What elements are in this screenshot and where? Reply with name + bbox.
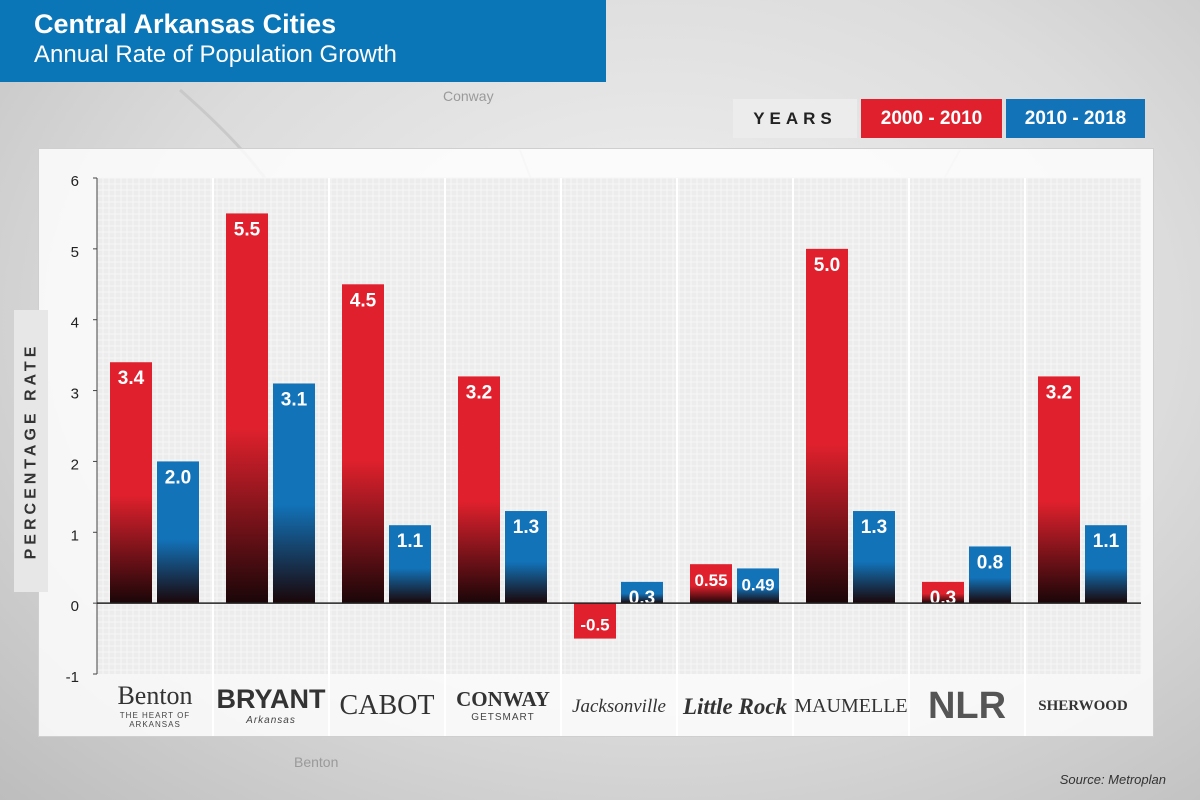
data-label: 3.1 (281, 389, 308, 410)
data-label: 0.3 (629, 588, 655, 609)
logo-maumelle: MAUMELLE (794, 695, 908, 717)
legend: YEARS 2000 - 2010 2010 - 2018 (733, 99, 1145, 138)
legend-item-2010-2018: 2010 - 2018 (1006, 99, 1145, 138)
data-label: 5.5 (234, 219, 261, 240)
data-label: 0.49 (741, 575, 774, 594)
bar-blue-little-rock (737, 568, 779, 604)
y-tick-label: 6 (71, 173, 79, 190)
data-label: 5.0 (814, 255, 840, 276)
data-label: 1.3 (513, 517, 539, 538)
data-label: 1.1 (1093, 531, 1120, 552)
data-label: 1.3 (861, 517, 887, 538)
data-label: 3.4 (118, 368, 145, 389)
bar-red-conway (458, 376, 500, 604)
bar-red-bryant (226, 213, 268, 604)
map-label-conway: Conway (443, 88, 494, 104)
y-tick-label: 3 (71, 386, 79, 403)
chart-title: Central Arkansas Cities (34, 9, 337, 39)
bar-blue-maumelle (853, 511, 895, 604)
y-tick-label: -1 (66, 669, 79, 686)
bar-red-jacksonville (574, 603, 616, 639)
data-label: 3.2 (466, 382, 492, 403)
bar-red-cabot (342, 284, 384, 604)
y-tick-label: 5 (71, 244, 79, 261)
data-label: 0.8 (977, 552, 1003, 573)
logo-bryant: BRYANT Arkansas (216, 684, 326, 727)
bar-blue-cabot (389, 525, 431, 604)
bar-blue-benton (157, 461, 199, 604)
y-axis-label-box: PERCENTAGE RATE (14, 310, 48, 592)
legend-item-2000-2010: 2000 - 2010 (861, 99, 1002, 138)
data-label: 0.3 (930, 588, 956, 609)
data-label: -0.5 (580, 616, 609, 635)
bar-blue-bryant (273, 383, 315, 604)
legend-years-label: YEARS (733, 99, 857, 138)
logo-cabot: CABOT (339, 690, 435, 721)
source-note: Source: Metroplan (1059, 772, 1166, 787)
bar-red-sherwood (1038, 376, 1080, 604)
logo-sherwood: SHERWOOD (1038, 697, 1128, 714)
bar-blue-north-little-rock (969, 546, 1011, 604)
bar-blue-jacksonville (621, 581, 663, 604)
data-label: 0.55 (694, 571, 727, 590)
y-tick-label: 4 (71, 315, 79, 332)
logo-little-rock: Little Rock (682, 693, 788, 719)
map-label-benton: Benton (294, 754, 339, 770)
bar-blue-conway (505, 511, 547, 604)
data-label: 2.0 (165, 467, 191, 488)
data-label: 3.2 (1046, 382, 1072, 403)
data-label: 1.1 (397, 531, 424, 552)
logo-benton: Benton THE HEART OF ARKANSAS (117, 681, 193, 730)
bar-red-north-little-rock (922, 581, 964, 604)
y-tick-label: 2 (71, 456, 79, 473)
city-logos: Benton THE HEART OF ARKANSAS BRYANT Arka… (97, 676, 1141, 736)
title-block: Central Arkansas Cities Annual Rate of P… (0, 0, 606, 82)
y-tick-label: 0 (71, 598, 79, 615)
chart-subtitle: Annual Rate of Population Growth (34, 41, 397, 68)
bar-red-little-rock (690, 564, 732, 604)
logo-conway: CONWAY GETSMART (456, 687, 550, 724)
logo-nlr: NLR (927, 685, 1007, 727)
bar-blue-sherwood (1085, 525, 1127, 604)
logo-jacksonville: Jacksonville (572, 695, 666, 717)
bar-red-maumelle (806, 248, 848, 604)
data-label: 4.5 (350, 290, 377, 311)
y-tick-label: 1 (71, 527, 79, 544)
bar-red-benton (110, 362, 152, 604)
y-axis-label: PERCENTAGE RATE (22, 342, 39, 560)
